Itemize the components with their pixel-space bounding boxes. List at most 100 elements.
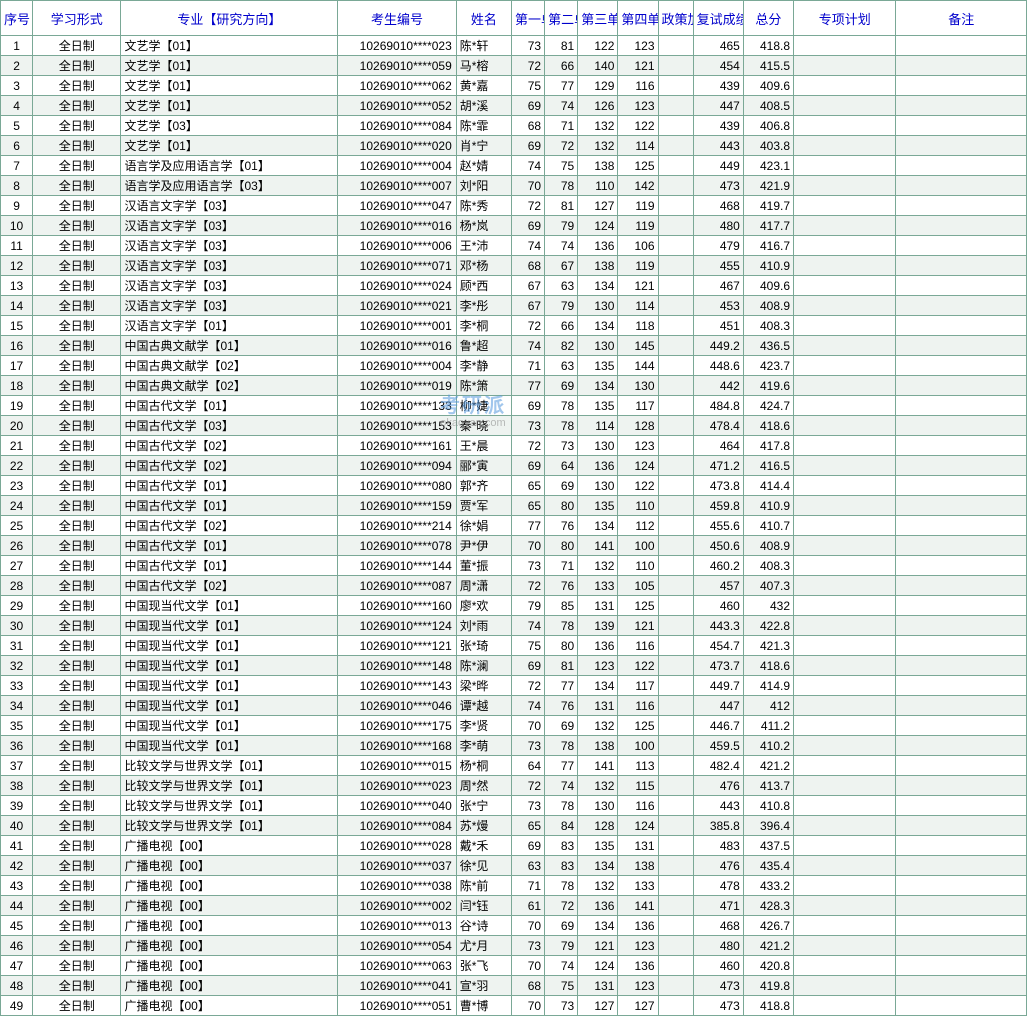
cell-retest: 451 (693, 316, 743, 336)
cell-u3: 124 (578, 216, 618, 236)
cell-name: 尹*伊 (456, 536, 511, 556)
cell-total: 419.6 (743, 376, 793, 396)
cell-form: 全日制 (33, 396, 121, 416)
cell-examId: 10269010****052 (338, 96, 456, 116)
cell-plan (794, 236, 896, 256)
cell-examId: 10269010****080 (338, 476, 456, 496)
table-row: 24全日制中国古代文学【01】10269010****159贾*军6580135… (1, 496, 1027, 516)
cell-total: 407.3 (743, 576, 793, 596)
cell-plan (794, 876, 896, 896)
cell-seq: 33 (1, 676, 33, 696)
cell-major: 广播电视【00】 (121, 836, 338, 856)
cell-policy (658, 196, 693, 216)
cell-total: 409.6 (743, 76, 793, 96)
cell-remark (896, 916, 1027, 936)
cell-plan (794, 516, 896, 536)
cell-name: 马*榕 (456, 56, 511, 76)
cell-form: 全日制 (33, 196, 121, 216)
cell-seq: 12 (1, 256, 33, 276)
cell-u2: 78 (545, 396, 578, 416)
cell-remark (896, 296, 1027, 316)
cell-remark (896, 236, 1027, 256)
table-row: 44全日制广播电视【00】10269010****002闫*钰617213614… (1, 896, 1027, 916)
header-total: 总分 (743, 1, 793, 36)
cell-retest: 447 (693, 96, 743, 116)
table-row: 14全日制汉语言文字学【03】10269010****021李*彤6779130… (1, 296, 1027, 316)
cell-u1: 67 (511, 296, 544, 316)
cell-name: 王*晨 (456, 436, 511, 456)
cell-plan (794, 576, 896, 596)
cell-examId: 10269010****121 (338, 636, 456, 656)
cell-name: 张*飞 (456, 956, 511, 976)
cell-examId: 10269010****084 (338, 116, 456, 136)
cell-total: 416.5 (743, 456, 793, 476)
cell-seq: 8 (1, 176, 33, 196)
cell-u2: 69 (545, 376, 578, 396)
cell-policy (658, 156, 693, 176)
cell-major: 中国古代文学【03】 (121, 416, 338, 436)
cell-retest: 476 (693, 776, 743, 796)
cell-policy (658, 216, 693, 236)
table-row: 13全日制汉语言文字学【03】10269010****024顾*西6763134… (1, 276, 1027, 296)
cell-total: 421.3 (743, 636, 793, 656)
cell-u2: 78 (545, 876, 578, 896)
cell-plan (794, 356, 896, 376)
cell-u4: 122 (618, 476, 658, 496)
cell-policy (658, 476, 693, 496)
cell-u3: 132 (578, 776, 618, 796)
cell-u1: 72 (511, 776, 544, 796)
cell-seq: 36 (1, 736, 33, 756)
cell-name: 廖*欢 (456, 596, 511, 616)
cell-u4: 100 (618, 736, 658, 756)
cell-remark (896, 976, 1027, 996)
cell-u1: 77 (511, 516, 544, 536)
cell-name: 李*彤 (456, 296, 511, 316)
cell-examId: 10269010****037 (338, 856, 456, 876)
cell-form: 全日制 (33, 576, 121, 596)
cell-u1: 65 (511, 496, 544, 516)
cell-u3: 141 (578, 536, 618, 556)
cell-u3: 134 (578, 376, 618, 396)
cell-u2: 78 (545, 416, 578, 436)
cell-u4: 145 (618, 336, 658, 356)
cell-plan (794, 256, 896, 276)
cell-u1: 65 (511, 816, 544, 836)
cell-name: 张*琦 (456, 636, 511, 656)
cell-examId: 10269010****059 (338, 56, 456, 76)
cell-u2: 76 (545, 516, 578, 536)
cell-major: 中国现当代文学【01】 (121, 596, 338, 616)
cell-form: 全日制 (33, 476, 121, 496)
cell-u2: 83 (545, 836, 578, 856)
cell-u2: 66 (545, 316, 578, 336)
cell-major: 比较文学与世界文学【01】 (121, 756, 338, 776)
cell-u1: 63 (511, 856, 544, 876)
cell-u4: 128 (618, 416, 658, 436)
cell-major: 中国古典文献学【01】 (121, 336, 338, 356)
cell-form: 全日制 (33, 76, 121, 96)
cell-form: 全日制 (33, 276, 121, 296)
table-row: 9全日制汉语言文字学【03】10269010****047陈*秀72811271… (1, 196, 1027, 216)
cell-u4: 123 (618, 976, 658, 996)
cell-name: 董*振 (456, 556, 511, 576)
cell-plan (794, 376, 896, 396)
cell-plan (794, 796, 896, 816)
cell-plan (794, 696, 896, 716)
cell-u2: 79 (545, 296, 578, 316)
cell-policy (658, 596, 693, 616)
cell-remark (896, 36, 1027, 56)
cell-name: 李*静 (456, 356, 511, 376)
cell-name: 黄*嘉 (456, 76, 511, 96)
table-row: 40全日制比较文学与世界文学【01】10269010****084苏*熳6584… (1, 816, 1027, 836)
cell-u1: 74 (511, 696, 544, 716)
table-row: 17全日制中国古典文献学【02】10269010****004李*静716313… (1, 356, 1027, 376)
cell-u2: 76 (545, 696, 578, 716)
cell-form: 全日制 (33, 776, 121, 796)
cell-policy (658, 656, 693, 676)
cell-policy (658, 976, 693, 996)
cell-u2: 80 (545, 536, 578, 556)
cell-u4: 125 (618, 716, 658, 736)
cell-total: 436.5 (743, 336, 793, 356)
cell-major: 汉语言文字学【03】 (121, 216, 338, 236)
cell-total: 410.9 (743, 496, 793, 516)
cell-retest: 450.6 (693, 536, 743, 556)
